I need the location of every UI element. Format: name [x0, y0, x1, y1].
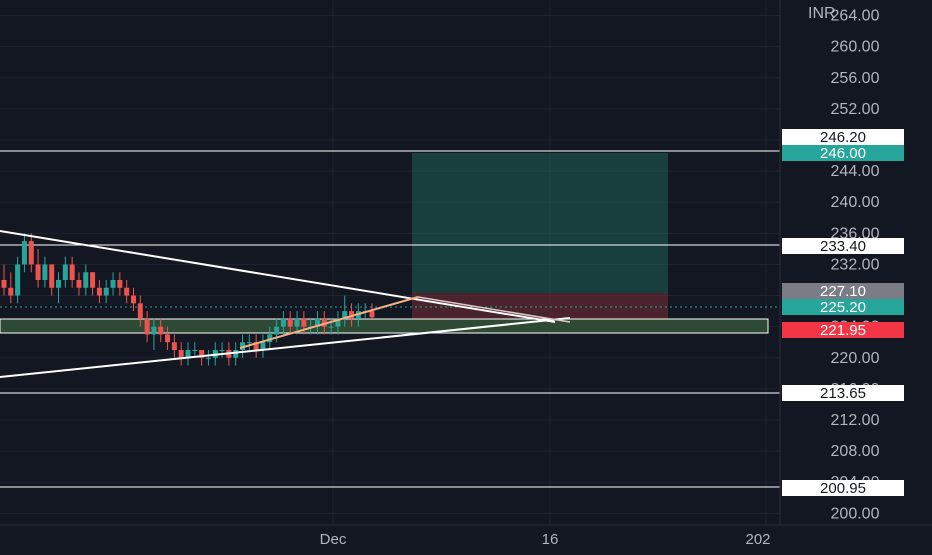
price-tick-label: 208.00 — [831, 443, 880, 460]
candlestick-series — [1, 233, 375, 366]
candle-body — [137, 303, 143, 319]
candle-body — [96, 287, 102, 296]
label-entry-text: 227.10 — [820, 283, 866, 300]
candle-body — [21, 241, 27, 265]
candle-body — [335, 318, 341, 327]
candle-body — [205, 357, 211, 359]
candle-body — [314, 318, 320, 327]
candle-body — [294, 318, 300, 327]
candle-body — [287, 318, 293, 327]
candle-body — [253, 342, 259, 350]
label-213-65: 213.65 — [782, 385, 904, 402]
label-stop-text: 221.95 — [820, 322, 866, 339]
candle-body — [8, 287, 14, 296]
candle-body — [369, 311, 375, 318]
candle-body — [144, 318, 150, 335]
price-axis[interactable]: 264.00260.00256.00252.00248.00244.00240.… — [831, 8, 880, 523]
label-current-price-text: 225.20 — [820, 299, 866, 316]
label-current-price: 225.20 — [782, 299, 904, 316]
candle-body — [260, 342, 266, 350]
candle-body — [240, 342, 246, 350]
time-label-16: 16 — [542, 531, 559, 548]
time-label-dec: Dec — [320, 531, 347, 548]
label-200-95: 200.95 — [782, 480, 904, 497]
support-zone-box[interactable] — [0, 318, 769, 334]
target-zone[interactable] — [412, 153, 668, 293]
candle-body — [274, 326, 280, 335]
ascending-trendline[interactable] — [0, 317, 571, 378]
price-tick-label: 252.00 — [831, 101, 880, 118]
candle-body — [76, 280, 82, 288]
price-tick-label: 212.00 — [831, 412, 880, 429]
label-233-40: 233.40 — [782, 238, 904, 255]
candle-body — [69, 264, 75, 280]
price-tick-label: 200.00 — [831, 505, 880, 522]
candle-body — [15, 264, 21, 296]
candle-body — [301, 318, 307, 327]
candle-body — [321, 318, 327, 327]
candle-body — [28, 241, 34, 265]
label-246-20: 246.20 — [782, 129, 904, 146]
price-tick-label: 232.00 — [831, 256, 880, 273]
price-tick-label: 244.00 — [831, 163, 880, 180]
candle-body — [83, 272, 89, 288]
time-label-202: 202 — [745, 531, 770, 548]
label-stop: 221.95 — [782, 322, 904, 339]
projection-line[interactable] — [417, 296, 571, 323]
candle-body — [192, 350, 198, 351]
rising-support-trendline[interactable] — [239, 296, 419, 349]
candle-body — [1, 280, 7, 288]
candle-body — [165, 334, 171, 343]
candle-body — [49, 264, 55, 288]
candle-body — [56, 280, 62, 288]
candle-body — [178, 350, 184, 358]
label-target-text: 246.00 — [820, 145, 866, 162]
candle-body — [151, 326, 157, 335]
candle-body — [342, 311, 348, 319]
candle-body — [117, 280, 123, 288]
candle-body — [158, 326, 164, 335]
label-213-65-text: 213.65 — [820, 385, 866, 402]
candle-body — [199, 350, 205, 358]
candle-body — [328, 326, 334, 328]
candle-body — [185, 350, 191, 358]
candle-body — [219, 350, 225, 351]
price-tick-label: 220.00 — [831, 350, 880, 367]
candle-body — [246, 342, 252, 344]
label-246-20-text: 246.20 — [820, 129, 866, 146]
candle-body — [90, 272, 96, 288]
candle-body — [42, 264, 48, 280]
price-tick-label: 240.00 — [831, 194, 880, 211]
label-entry: 227.10 — [782, 283, 904, 300]
candle-body — [110, 280, 116, 288]
label-target: 246.00 — [782, 145, 904, 162]
descending-trendline[interactable] — [0, 230, 556, 323]
candle-body — [130, 295, 136, 304]
candle-body — [233, 350, 239, 358]
price-tick-label: 260.00 — [831, 39, 880, 56]
candle-body — [62, 264, 68, 280]
candle-body — [280, 318, 286, 327]
price-tick-label: 264.00 — [831, 8, 880, 25]
candle-body — [35, 264, 41, 280]
label-200-95-text: 200.95 — [820, 480, 866, 497]
currency-label: INR — [808, 5, 836, 22]
candle-body — [124, 287, 130, 296]
price-tick-label: 256.00 — [831, 70, 880, 87]
candle-body — [171, 342, 177, 350]
candle-body — [267, 334, 273, 343]
label-233-40-text: 233.40 — [820, 238, 866, 255]
candle-body — [103, 287, 109, 296]
